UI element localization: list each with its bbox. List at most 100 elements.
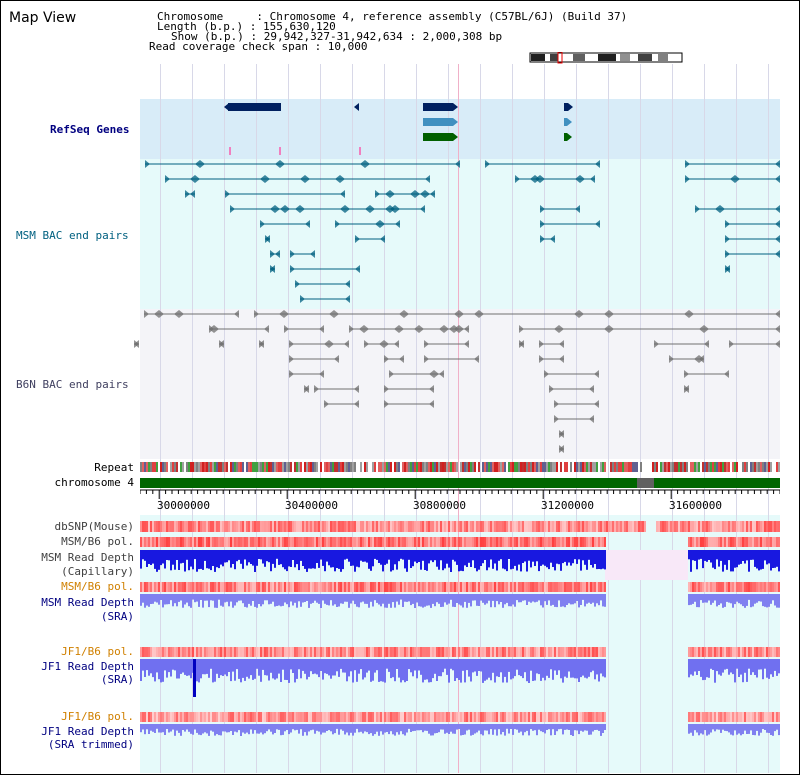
track-label-msm-depth-sra-1[interactable]: MSM Read Depth — [41, 596, 134, 609]
track-label-jf1-depth-trim-2: (SRA trimmed) — [47, 738, 134, 751]
info-length: Length (b.p.) : 155,630,120 — [157, 20, 336, 33]
track-label-msm-b6-pol-2[interactable]: MSM/B6 pol. — [61, 580, 134, 593]
msm-bac-track[interactable] — [140, 159, 780, 309]
msm-bac-pair — [725, 265, 730, 273]
msm-bac-pair — [195, 175, 265, 183]
msm-bac-pair — [265, 175, 305, 183]
track-label-jf1-depth-trim-1[interactable]: JF1 Read Depth — [41, 725, 134, 738]
track-label-msm-b6-pol[interactable]: MSM/B6 pol. — [61, 535, 134, 548]
grid-line — [416, 64, 417, 773]
b6n-bac-pair — [539, 340, 564, 348]
msm-bac-pair — [285, 205, 300, 213]
track-label-chromosome: chromosome 4 — [54, 476, 134, 489]
b6n-bac-pair — [559, 445, 564, 453]
msm-bac-pair — [375, 190, 390, 198]
msm-depth-capillary-track[interactable] — [140, 550, 780, 580]
b6n-bac-pair — [424, 340, 469, 348]
b6n-bac-pair — [579, 310, 609, 318]
b6n-bac-pair — [424, 355, 479, 363]
grid-line — [192, 64, 193, 773]
track-label-jf1-b6-pol-2[interactable]: JF1/B6 pol. — [61, 710, 134, 723]
b6n-bac-pair — [444, 325, 454, 333]
msm-bac-pair — [265, 235, 270, 243]
b6n-bac-pair — [364, 340, 384, 348]
msm-bac-pair — [185, 190, 195, 198]
info-show: Show (b.p.) : 29,942,327-31,942,634 : 2,… — [171, 30, 503, 43]
track-label-repeat[interactable]: Repeat — [94, 461, 134, 474]
repeat-track[interactable] — [140, 462, 780, 472]
b6n-bac-pair — [134, 340, 139, 348]
grid-line — [544, 64, 545, 773]
b6n-bac-pair — [454, 325, 459, 333]
jf1-depth-trimmed-track[interactable] — [140, 724, 780, 764]
msm-bac-pair — [145, 160, 200, 168]
grid-line — [448, 64, 449, 773]
b6n-bac-pair — [684, 385, 689, 393]
msm-bac-pair — [725, 220, 780, 228]
grid-line — [640, 64, 641, 773]
b6n-bac-pair — [289, 340, 329, 348]
grid-line — [672, 64, 673, 773]
dbsnp-track[interactable] — [140, 521, 780, 532]
b6n-bac-pair — [349, 325, 364, 333]
msm-bac-pair — [685, 160, 780, 168]
msm-depth-sra-track[interactable] — [140, 594, 780, 640]
track-label-jf1-b6-pol[interactable]: JF1/B6 pol. — [61, 645, 134, 658]
b6n-bac-pair — [549, 385, 594, 393]
track-label-dbsnp[interactable]: dbSNP(Mouse) — [54, 520, 134, 533]
track-label-msm-depth-sra-2: (SRA) — [100, 610, 134, 623]
b6n-bac-pair — [289, 355, 339, 363]
b6n-bac-pair — [539, 355, 564, 363]
gene-2 — [354, 103, 359, 111]
jf1-depth-sra-track[interactable] — [140, 659, 780, 709]
refseq-genes-track[interactable] — [140, 99, 780, 159]
msm-bac-pair — [390, 190, 415, 198]
msm-bac-pair — [540, 175, 580, 183]
b6n-bac-pair — [389, 370, 434, 378]
msm-b6-pol-2-track[interactable] — [140, 582, 780, 592]
b6n-bac-pair — [699, 355, 704, 363]
grid-line — [704, 64, 705, 773]
msm-bac-pair — [390, 205, 395, 213]
b6n-bac-pair — [669, 355, 699, 363]
b6n-bac-pair — [384, 400, 434, 408]
msm-bac-pair — [280, 160, 365, 168]
track-label-refseq[interactable]: RefSeq Genes — [50, 123, 130, 136]
msm-bac-pair — [695, 205, 720, 213]
msm-bac-pair — [295, 280, 350, 288]
track-label-msm-depth-cap-1[interactable]: MSM Read Depth — [41, 551, 134, 564]
msm-bac-pair — [165, 175, 195, 183]
grid-line — [768, 64, 769, 773]
grid-line — [608, 64, 609, 773]
msm-bac-pair — [260, 220, 310, 228]
track-label-msm-bac[interactable]: MSM BAC end pairs — [16, 229, 129, 242]
jf1-b6-pol-track[interactable] — [140, 647, 780, 657]
b6n-bac-pair — [459, 325, 469, 333]
chromosome-bar[interactable] — [140, 477, 780, 489]
track-label-jf1-depth-sra-1[interactable]: JF1 Read Depth — [41, 660, 134, 673]
msm-bac-pair — [540, 235, 555, 243]
b6n-bac-pair — [384, 340, 399, 348]
msm-b6-pol-track[interactable] — [140, 537, 780, 547]
msm-bac-pair — [540, 205, 580, 213]
position-axis — [140, 489, 780, 499]
b6n-bac-pair — [209, 325, 214, 333]
b6n-bac-pair — [689, 310, 780, 318]
chromosome-ideogram[interactable] — [528, 52, 688, 64]
msm-bac-pair — [225, 190, 345, 198]
info-chromosome: Chromosome : Chromosome 4, reference ass… — [157, 10, 628, 23]
b6n-bac-pair — [609, 310, 689, 318]
track-label-b6n-bac[interactable]: B6N BAC end pairs — [16, 378, 129, 391]
msm-bac-pair — [340, 175, 430, 183]
b6n-bac-pair — [479, 310, 579, 318]
jf1-b6-pol-2-track[interactable] — [140, 712, 780, 722]
b6n-bac-pair — [144, 310, 159, 318]
b6n-bac-track[interactable] — [134, 309, 780, 459]
msm-bac-pair — [395, 205, 425, 213]
b6n-bac-pair — [289, 370, 324, 378]
b6n-bac-pair — [419, 325, 444, 333]
msm-bac-pair — [370, 205, 390, 213]
b6n-bac-pair — [654, 340, 709, 348]
b6n-bac-pair — [554, 400, 599, 408]
msm-bac-pair — [380, 220, 400, 228]
